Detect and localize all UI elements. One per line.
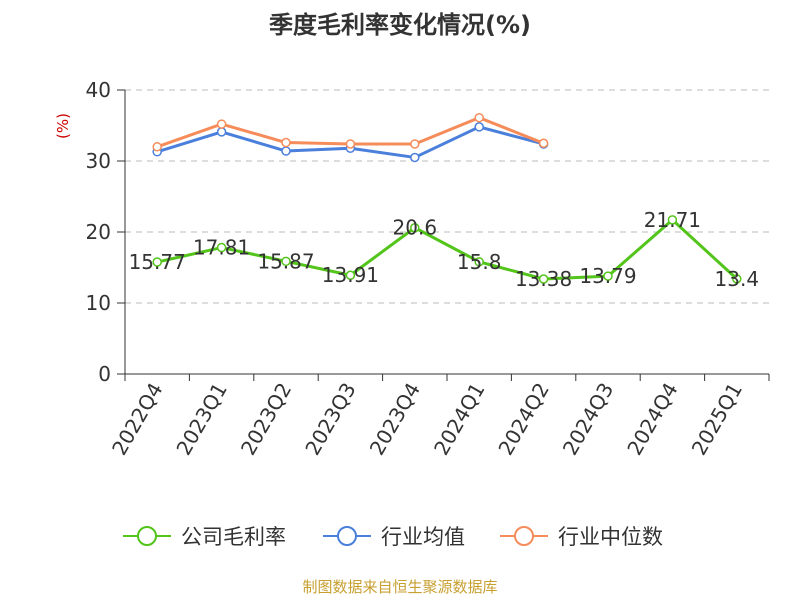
data-label: 15.77 bbox=[129, 250, 186, 274]
legend-label: 行业中位数 bbox=[558, 525, 663, 549]
data-point bbox=[281, 256, 291, 267]
series-line bbox=[156, 218, 738, 281]
legend-marker bbox=[514, 526, 534, 546]
data-point bbox=[345, 139, 356, 149]
data-point bbox=[216, 127, 227, 137]
data-point bbox=[152, 257, 162, 267]
x-tick-label: 2023Q1 bbox=[171, 379, 231, 460]
x-tick-label: 2024Q1 bbox=[429, 379, 489, 460]
data-point bbox=[281, 146, 291, 156]
data-point bbox=[410, 139, 420, 149]
legend-marker bbox=[337, 526, 357, 546]
data-point bbox=[216, 119, 227, 129]
grid-lines bbox=[125, 89, 769, 304]
data-point bbox=[474, 122, 484, 132]
x-tick-label: 2023Q3 bbox=[300, 379, 360, 460]
data-label: 15.87 bbox=[257, 249, 314, 273]
data-point bbox=[410, 152, 420, 163]
source-note: 制图数据来自恒生聚源数据库 bbox=[302, 578, 497, 596]
x-tick-label: 2024Q4 bbox=[622, 379, 682, 460]
y-tick-label: 20 bbox=[86, 220, 111, 244]
data-point bbox=[281, 137, 291, 148]
chart-title: 季度毛利率变化情况(%) bbox=[269, 11, 531, 39]
data-point bbox=[732, 274, 742, 284]
data-point bbox=[474, 257, 484, 267]
y-tick-label: 10 bbox=[86, 291, 111, 315]
data-label: 13.38 bbox=[515, 267, 572, 291]
data-point bbox=[152, 142, 162, 152]
data-point bbox=[216, 242, 227, 253]
y-axis-unit: (%) bbox=[54, 113, 72, 139]
x-tick-label: 2023Q4 bbox=[365, 379, 425, 460]
legend-label: 公司毛利率 bbox=[181, 525, 286, 549]
data-point bbox=[667, 215, 678, 225]
data-label: 21.71 bbox=[644, 208, 701, 232]
data-label: 17.81 bbox=[193, 236, 250, 260]
data-point bbox=[603, 271, 613, 281]
series-layer bbox=[152, 112, 742, 284]
data-label: 13.4 bbox=[715, 267, 760, 291]
x-tick-label: 2022Q4 bbox=[107, 379, 167, 460]
data-label: 13.91 bbox=[322, 263, 379, 287]
x-tick-label: 2023Q2 bbox=[236, 379, 296, 460]
y-tick-label: 40 bbox=[86, 78, 111, 102]
data-point bbox=[410, 222, 420, 233]
data-label: 15.8 bbox=[457, 250, 502, 274]
x-tick-label: 2024Q3 bbox=[558, 379, 618, 460]
data-point bbox=[345, 270, 356, 280]
x-tick-label: 2025Q1 bbox=[687, 379, 747, 460]
y-tick-label: 0 bbox=[98, 362, 111, 386]
data-label: 13.79 bbox=[579, 264, 636, 288]
data-point bbox=[538, 274, 549, 284]
legend: 公司毛利率 行业均值 行业中位数 bbox=[123, 525, 663, 549]
data-labels: 15.77 17.81 15.87 13.91 20.6 15.8 13.38 13.79 21… bbox=[129, 208, 759, 291]
legend-label: 行业均值 bbox=[381, 525, 465, 549]
y-tick-label: 30 bbox=[86, 149, 111, 173]
x-tick-label: 2024Q2 bbox=[493, 379, 553, 460]
legend-marker bbox=[137, 526, 157, 546]
data-point bbox=[474, 112, 484, 123]
data-point bbox=[538, 138, 549, 148]
data-label: 20.6 bbox=[393, 216, 438, 240]
